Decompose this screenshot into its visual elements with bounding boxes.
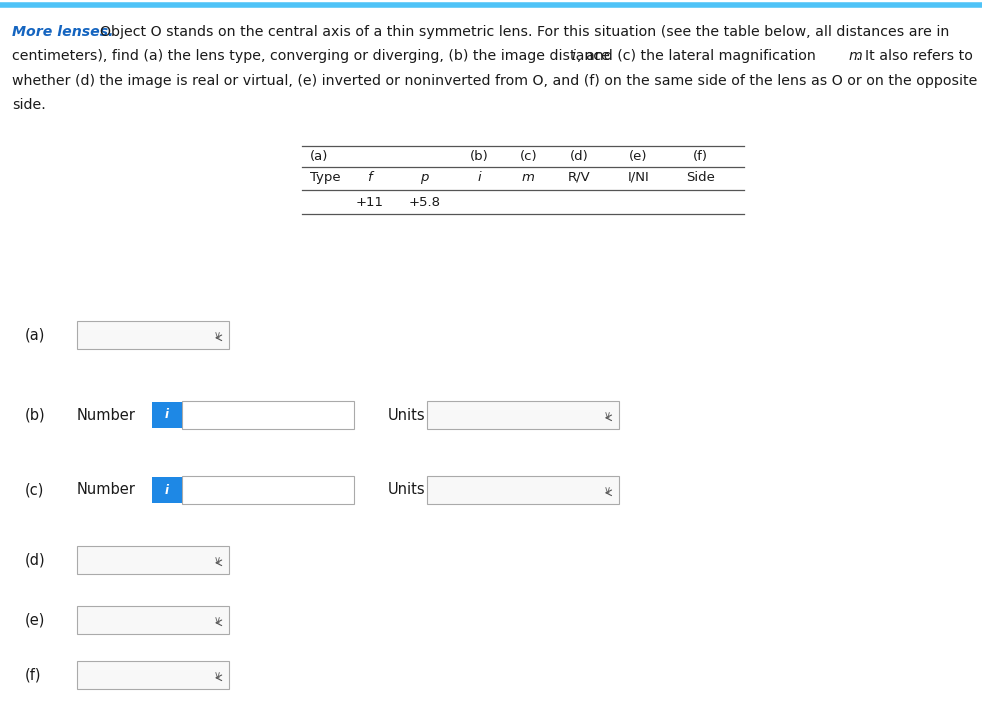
- Text: ∨: ∨: [603, 485, 611, 495]
- Text: i: i: [477, 171, 481, 183]
- Text: R/V: R/V: [568, 171, 591, 183]
- Text: i: i: [165, 484, 169, 496]
- FancyBboxPatch shape: [152, 401, 182, 428]
- Text: (b): (b): [469, 150, 489, 162]
- Text: p: p: [420, 171, 428, 183]
- Text: (e): (e): [25, 612, 45, 628]
- Text: i: i: [572, 49, 575, 63]
- Text: ∨: ∨: [213, 555, 221, 565]
- Text: Number: Number: [77, 408, 136, 423]
- Text: More lenses.: More lenses.: [12, 25, 113, 39]
- Text: ∨: ∨: [213, 670, 221, 680]
- Text: , and (c) the lateral magnification: , and (c) the lateral magnification: [577, 49, 821, 63]
- Text: Units: Units: [388, 408, 425, 423]
- Text: centimeters), find (a) the lens type, converging or diverging, (b) the image dis: centimeters), find (a) the lens type, co…: [12, 49, 614, 63]
- FancyBboxPatch shape: [77, 606, 229, 634]
- Text: Number: Number: [77, 482, 136, 498]
- Text: i: i: [165, 408, 169, 422]
- Text: (b): (b): [25, 408, 45, 423]
- Text: (a): (a): [25, 328, 45, 342]
- Text: . It also refers to: . It also refers to: [856, 49, 973, 63]
- Text: m: m: [521, 171, 535, 183]
- Text: side.: side.: [12, 98, 45, 112]
- FancyBboxPatch shape: [152, 477, 182, 503]
- Text: ∨: ∨: [213, 330, 221, 340]
- Text: ∨: ∨: [213, 615, 221, 625]
- Text: m: m: [848, 49, 862, 63]
- Text: (f): (f): [25, 668, 41, 683]
- FancyBboxPatch shape: [427, 401, 619, 429]
- Text: Side: Side: [685, 171, 715, 183]
- Text: Units: Units: [388, 482, 425, 498]
- Text: (c): (c): [25, 482, 44, 498]
- FancyBboxPatch shape: [427, 476, 619, 504]
- FancyBboxPatch shape: [77, 321, 229, 349]
- Text: (d): (d): [25, 553, 45, 567]
- Text: Type: Type: [310, 171, 341, 183]
- FancyBboxPatch shape: [77, 661, 229, 689]
- Text: (f): (f): [692, 150, 708, 162]
- Text: +5.8: +5.8: [409, 196, 440, 209]
- FancyBboxPatch shape: [182, 401, 354, 429]
- Text: (d): (d): [570, 150, 589, 162]
- Text: Object O stands on the central axis of a thin symmetric lens. For this situation: Object O stands on the central axis of a…: [100, 25, 950, 39]
- FancyBboxPatch shape: [182, 476, 354, 504]
- Text: whether (d) the image is real or virtual, (e) inverted or noninverted from O, an: whether (d) the image is real or virtual…: [12, 74, 977, 88]
- Text: ∨: ∨: [603, 410, 611, 420]
- Text: +11: +11: [355, 196, 383, 209]
- Text: f: f: [367, 171, 371, 183]
- Text: I/NI: I/NI: [627, 171, 649, 183]
- Text: (c): (c): [519, 150, 537, 162]
- Text: (a): (a): [310, 150, 329, 162]
- Text: (e): (e): [629, 150, 647, 162]
- FancyBboxPatch shape: [77, 546, 229, 574]
